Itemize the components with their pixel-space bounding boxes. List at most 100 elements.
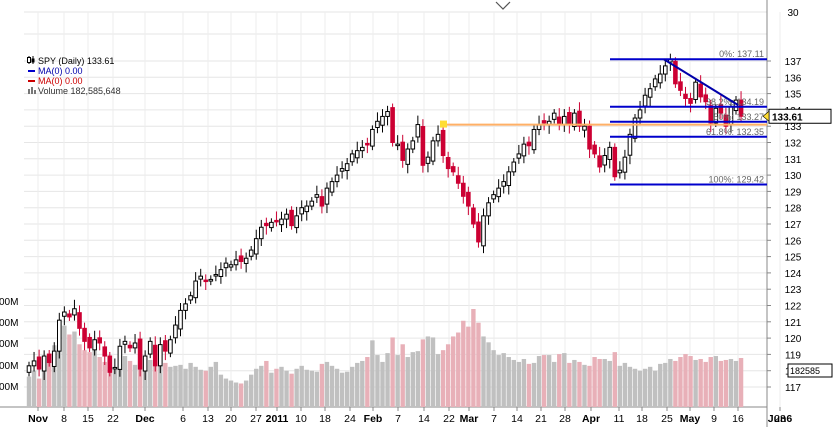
candle xyxy=(152,336,158,372)
volume-bar xyxy=(329,365,335,407)
candle xyxy=(466,186,471,216)
candle xyxy=(147,337,153,359)
volume-bar xyxy=(385,353,390,407)
date-axis: Nov 8 15 22 Dec 6 13 20 27 2011 10 18 24 Feb 7 14 22 Mar 7… xyxy=(28,407,792,425)
candle-body xyxy=(178,309,183,330)
candle xyxy=(637,100,643,124)
candle-body xyxy=(703,94,709,103)
volume-bar xyxy=(506,357,511,407)
fib-label: 38.2%: 134.19 xyxy=(706,97,764,107)
candle-body xyxy=(82,327,87,342)
candle xyxy=(269,218,274,232)
volume-bar xyxy=(112,369,118,407)
chevron-down-icon[interactable] xyxy=(495,1,511,10)
volume-bar xyxy=(456,332,461,407)
candle-body xyxy=(627,133,633,156)
volume-bar xyxy=(238,383,244,407)
volume-bar xyxy=(355,362,360,407)
candle xyxy=(723,107,729,134)
volume-bar xyxy=(592,357,597,407)
candle xyxy=(36,349,42,377)
candle xyxy=(228,260,234,272)
volume-bar xyxy=(536,356,542,407)
y-tick-label: 119 xyxy=(785,350,801,361)
candle-body xyxy=(556,116,562,126)
candle-body xyxy=(663,65,668,75)
volume-bar xyxy=(198,369,203,407)
candle-body xyxy=(142,355,148,372)
candle xyxy=(314,185,320,203)
candle xyxy=(77,305,82,336)
candle-body xyxy=(173,324,178,339)
x-tick-label: 16 xyxy=(732,413,744,425)
candle-body xyxy=(284,213,289,220)
candle-body xyxy=(526,141,532,147)
volume-bar xyxy=(173,365,178,407)
candle xyxy=(82,322,87,351)
y-tick-label: 122 xyxy=(785,302,802,313)
candle-body xyxy=(51,350,57,367)
candle-body xyxy=(567,112,572,126)
candle-body xyxy=(304,205,310,213)
candle-body xyxy=(329,181,335,193)
candle xyxy=(496,179,501,203)
candle xyxy=(541,113,547,131)
legend: SPY (Daily) 133.61 MA(0) 0.00 MA(0) 0.00… xyxy=(27,56,121,96)
volume-bar xyxy=(597,358,602,407)
candle xyxy=(713,104,719,128)
candle xyxy=(708,99,714,132)
candle xyxy=(46,349,52,367)
volume-bar xyxy=(67,334,72,407)
candle xyxy=(627,128,633,165)
candle xyxy=(380,109,385,133)
candle xyxy=(158,337,163,374)
candle-body xyxy=(274,219,279,223)
y-tick-label: 129 xyxy=(785,187,802,198)
candle-body xyxy=(314,194,320,198)
candle xyxy=(304,200,310,221)
volume-bar xyxy=(223,378,229,407)
candle xyxy=(72,299,77,321)
volume-bar xyxy=(562,353,567,407)
candle-body xyxy=(683,93,688,99)
candle xyxy=(435,125,441,147)
candle-body xyxy=(531,128,537,151)
volume-bar xyxy=(435,354,441,407)
candle-body xyxy=(188,295,193,301)
candle-body xyxy=(132,342,138,349)
volume-bar xyxy=(309,370,314,407)
candle xyxy=(400,134,405,168)
volume-bar xyxy=(31,370,37,407)
candle-body xyxy=(551,112,557,120)
volume-bar xyxy=(294,368,299,407)
candle xyxy=(572,109,577,131)
candle-body xyxy=(541,120,547,124)
candle-body xyxy=(395,143,400,147)
candle xyxy=(597,146,602,173)
candle-body xyxy=(46,353,52,364)
volume-bar xyxy=(738,358,744,407)
candle-body xyxy=(455,175,461,184)
volume-bar xyxy=(582,364,587,407)
candle-body xyxy=(127,344,133,349)
volume-bar xyxy=(284,370,289,407)
volume-bar xyxy=(496,355,501,407)
candle xyxy=(577,102,582,132)
candle-body xyxy=(642,94,648,107)
candle xyxy=(51,342,57,373)
volume-bar xyxy=(647,366,653,407)
candle xyxy=(430,136,436,166)
candle xyxy=(415,115,421,143)
candle xyxy=(198,268,203,287)
candle xyxy=(683,86,688,106)
volume-bar xyxy=(127,360,133,407)
volume-bar xyxy=(375,355,380,407)
volume-bar xyxy=(612,352,617,407)
volume-bar xyxy=(52,345,57,407)
candle xyxy=(663,58,668,82)
volume-bar xyxy=(476,322,481,407)
candle xyxy=(410,136,416,154)
volume-bar xyxy=(541,355,547,407)
volume-bar xyxy=(249,374,254,407)
volume-bar xyxy=(451,336,456,407)
